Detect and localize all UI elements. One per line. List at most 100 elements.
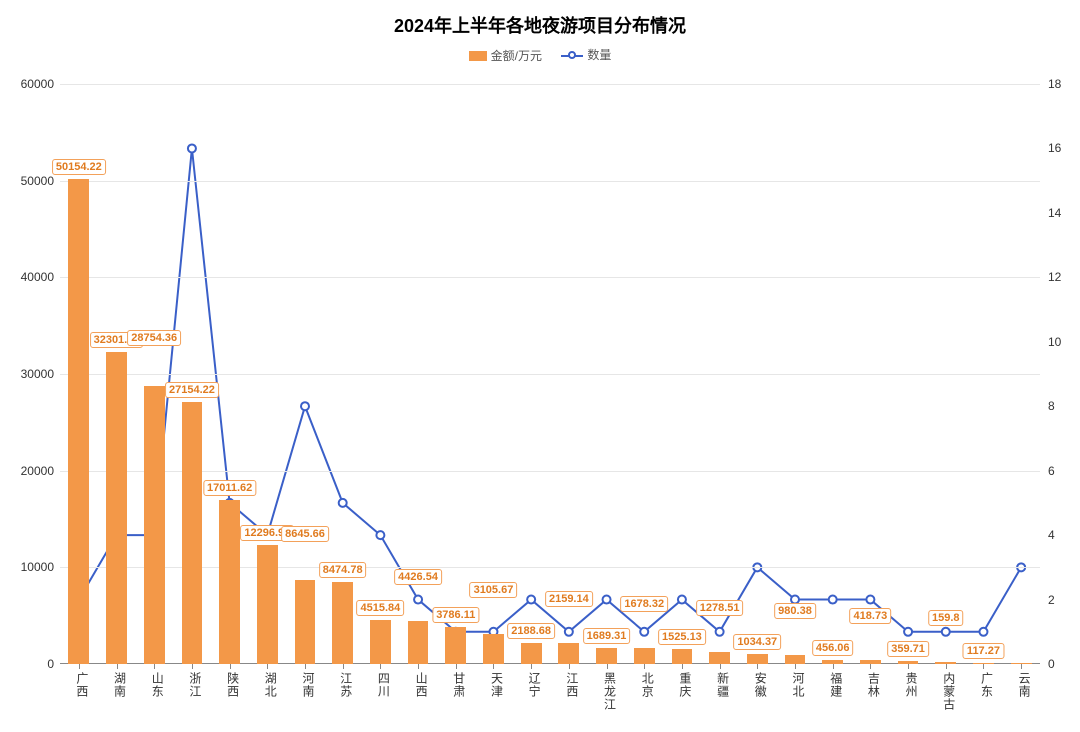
- bar: [445, 627, 466, 664]
- x-tick: [493, 664, 494, 669]
- x-category-label: 广西: [74, 672, 91, 698]
- legend-bar-label: 金额/万元: [491, 47, 542, 64]
- bar-value-label: 1034.37: [733, 634, 781, 650]
- bar-value-label: 4515.84: [356, 600, 404, 616]
- bar-value-label: 359.71: [887, 641, 929, 657]
- legend: 金额/万元 数量: [0, 46, 1080, 64]
- y-right-tick-label: 16: [1048, 141, 1061, 155]
- gridline: [60, 277, 1040, 278]
- line-marker: [376, 531, 384, 539]
- x-tick: [154, 664, 155, 669]
- bar: [219, 500, 240, 664]
- y-right-tick-label: 2: [1048, 593, 1055, 607]
- bar-value-label: 28754.36: [127, 330, 181, 346]
- y-left-tick-label: 20000: [21, 464, 54, 478]
- bar: [106, 352, 127, 664]
- line-marker: [603, 596, 611, 604]
- x-category-label: 重庆: [677, 672, 694, 698]
- bar-value-label: 3786.11: [432, 607, 479, 623]
- x-category-label: 天津: [488, 672, 505, 698]
- x-category-label: 江西: [564, 672, 581, 698]
- bar: [295, 580, 316, 664]
- bar-value-label: 1278.51: [696, 600, 744, 616]
- y-left-tick-label: 40000: [21, 270, 54, 284]
- bar: [596, 648, 617, 664]
- x-category-label: 江苏: [338, 672, 355, 698]
- bar: [672, 649, 693, 664]
- x-category-label: 吉林: [865, 672, 882, 698]
- x-tick: [79, 664, 80, 669]
- bar-value-label: 1678.32: [620, 596, 668, 612]
- x-category-label: 河北: [790, 672, 807, 698]
- bar-value-label: 27154.22: [165, 382, 219, 398]
- line-marker: [942, 628, 950, 636]
- bar-value-label: 456.06: [812, 640, 854, 656]
- bar-value-label: 117.27: [963, 643, 1004, 659]
- bar: [370, 620, 391, 664]
- bar: [144, 386, 165, 664]
- x-category-label: 黑龙江: [602, 672, 619, 711]
- bar: [1011, 663, 1032, 664]
- bar: [332, 582, 353, 664]
- y-right-tick-label: 18: [1048, 77, 1061, 91]
- x-tick: [983, 664, 984, 669]
- x-tick: [117, 664, 118, 669]
- bar-value-label: 50154.22: [52, 159, 106, 175]
- bar: [182, 402, 203, 664]
- legend-item-line: 数量: [561, 46, 611, 63]
- bar: [483, 634, 504, 664]
- x-category-label: 内蒙古: [941, 672, 958, 711]
- bar-value-label: 4426.54: [394, 569, 442, 585]
- x-tick: [870, 664, 871, 669]
- y-right-tick-label: 14: [1048, 206, 1061, 220]
- x-tick: [946, 664, 947, 669]
- line-marker: [716, 628, 724, 636]
- x-category-label: 贵州: [903, 672, 920, 698]
- x-tick: [418, 664, 419, 669]
- line-marker: [829, 596, 837, 604]
- gridline: [60, 471, 1040, 472]
- plot-area: 50154.2232301.3428754.3627154.2217011.62…: [60, 84, 1040, 664]
- line-marker: [640, 628, 648, 636]
- x-category-label: 山西: [413, 672, 430, 698]
- x-category-label: 陕西: [225, 672, 242, 698]
- chart-container: 2024年上半年各地夜游项目分布情况 金额/万元 数量 50154.223230…: [0, 0, 1080, 732]
- y-left-tick-label: 0: [47, 657, 54, 671]
- y-left-tick-label: 30000: [21, 367, 54, 381]
- bar: [257, 545, 278, 664]
- line-marker: [904, 628, 912, 636]
- x-tick: [267, 664, 268, 669]
- x-category-label: 福建: [828, 672, 845, 698]
- x-category-label: 云南: [1016, 672, 1033, 698]
- y-right-tick-label: 10: [1048, 335, 1061, 349]
- gridline: [60, 84, 1040, 85]
- bar: [822, 660, 843, 664]
- bar: [634, 648, 655, 664]
- line-marker: [339, 499, 347, 507]
- bar-value-label: 1525.13: [658, 629, 706, 645]
- gridline: [60, 374, 1040, 375]
- bar: [521, 643, 542, 664]
- x-category-label: 北京: [639, 672, 656, 698]
- legend-item-bar: 金额/万元: [469, 47, 542, 64]
- line-marker: [866, 596, 874, 604]
- line-marker: [301, 402, 309, 410]
- legend-bar-swatch: [469, 51, 487, 61]
- y-left-tick-label: 10000: [21, 560, 54, 574]
- line-marker: [527, 596, 535, 604]
- x-category-label: 四川: [375, 672, 392, 698]
- bar-value-label: 2159.14: [545, 591, 593, 607]
- x-tick: [192, 664, 193, 669]
- x-category-label: 湖北: [262, 672, 279, 698]
- x-category-label: 山东: [149, 672, 166, 698]
- y-right-tick-label: 6: [1048, 464, 1055, 478]
- bar-value-label: 1689.31: [583, 628, 631, 644]
- y-right-tick-label: 4: [1048, 528, 1055, 542]
- bar-value-label: 17011.62: [203, 480, 256, 496]
- y-right-tick-label: 8: [1048, 399, 1055, 413]
- gridline: [60, 567, 1040, 568]
- line-marker: [565, 628, 573, 636]
- x-tick: [1021, 664, 1022, 669]
- bar: [898, 661, 919, 664]
- y-right-tick-label: 0: [1048, 657, 1055, 671]
